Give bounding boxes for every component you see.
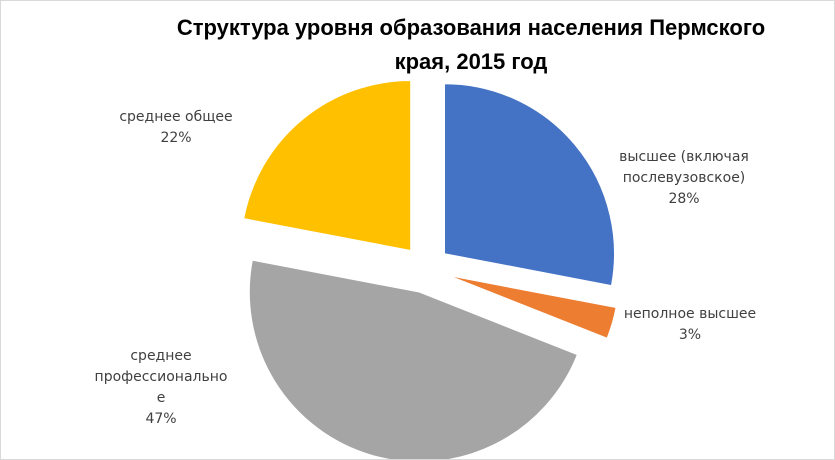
data-label-incomplete-higher-value: 3%	[678, 327, 702, 343]
data-label-secondary-general: среднее общее 22%	[91, 107, 261, 149]
data-label-secondary-general-value: 22%	[160, 130, 192, 146]
chart-title-line-1: Структура уровня образования населения П…	[176, 15, 766, 40]
data-label-higher: высшее (включая послевузовское) 28%	[599, 147, 769, 210]
chart-title-line-2: края, 2015 год	[394, 49, 548, 74]
data-label-secondary-general-name: среднее общее	[119, 109, 233, 125]
data-label-higher-name-1: высшее (включая	[619, 149, 749, 165]
pie-slice-secondary-vocational	[248, 259, 579, 459]
data-label-incomplete-higher: неполное высшее 3%	[605, 304, 775, 346]
data-label-secondary-vocational-name-2: профессионально	[94, 369, 228, 385]
data-label-incomplete-higher-name: неполное высшее	[623, 306, 757, 322]
data-label-secondary-vocational-name-1: среднее	[130, 348, 192, 364]
data-label-secondary-vocational-value: 47%	[145, 411, 177, 427]
data-label-secondary-vocational-name-3: е	[156, 390, 166, 406]
data-label-higher-value: 28%	[668, 191, 700, 207]
data-label-higher-name-2: послевузовское)	[622, 170, 746, 186]
pie-slice-incomplete-higher	[448, 275, 617, 339]
pie-slice-secondary-general	[243, 80, 412, 252]
chart-title: Структура уровня образования населения П…	[121, 11, 821, 79]
data-label-secondary-vocational: среднее профессионально е 47%	[76, 346, 246, 430]
pie-slice-higher	[443, 83, 615, 287]
